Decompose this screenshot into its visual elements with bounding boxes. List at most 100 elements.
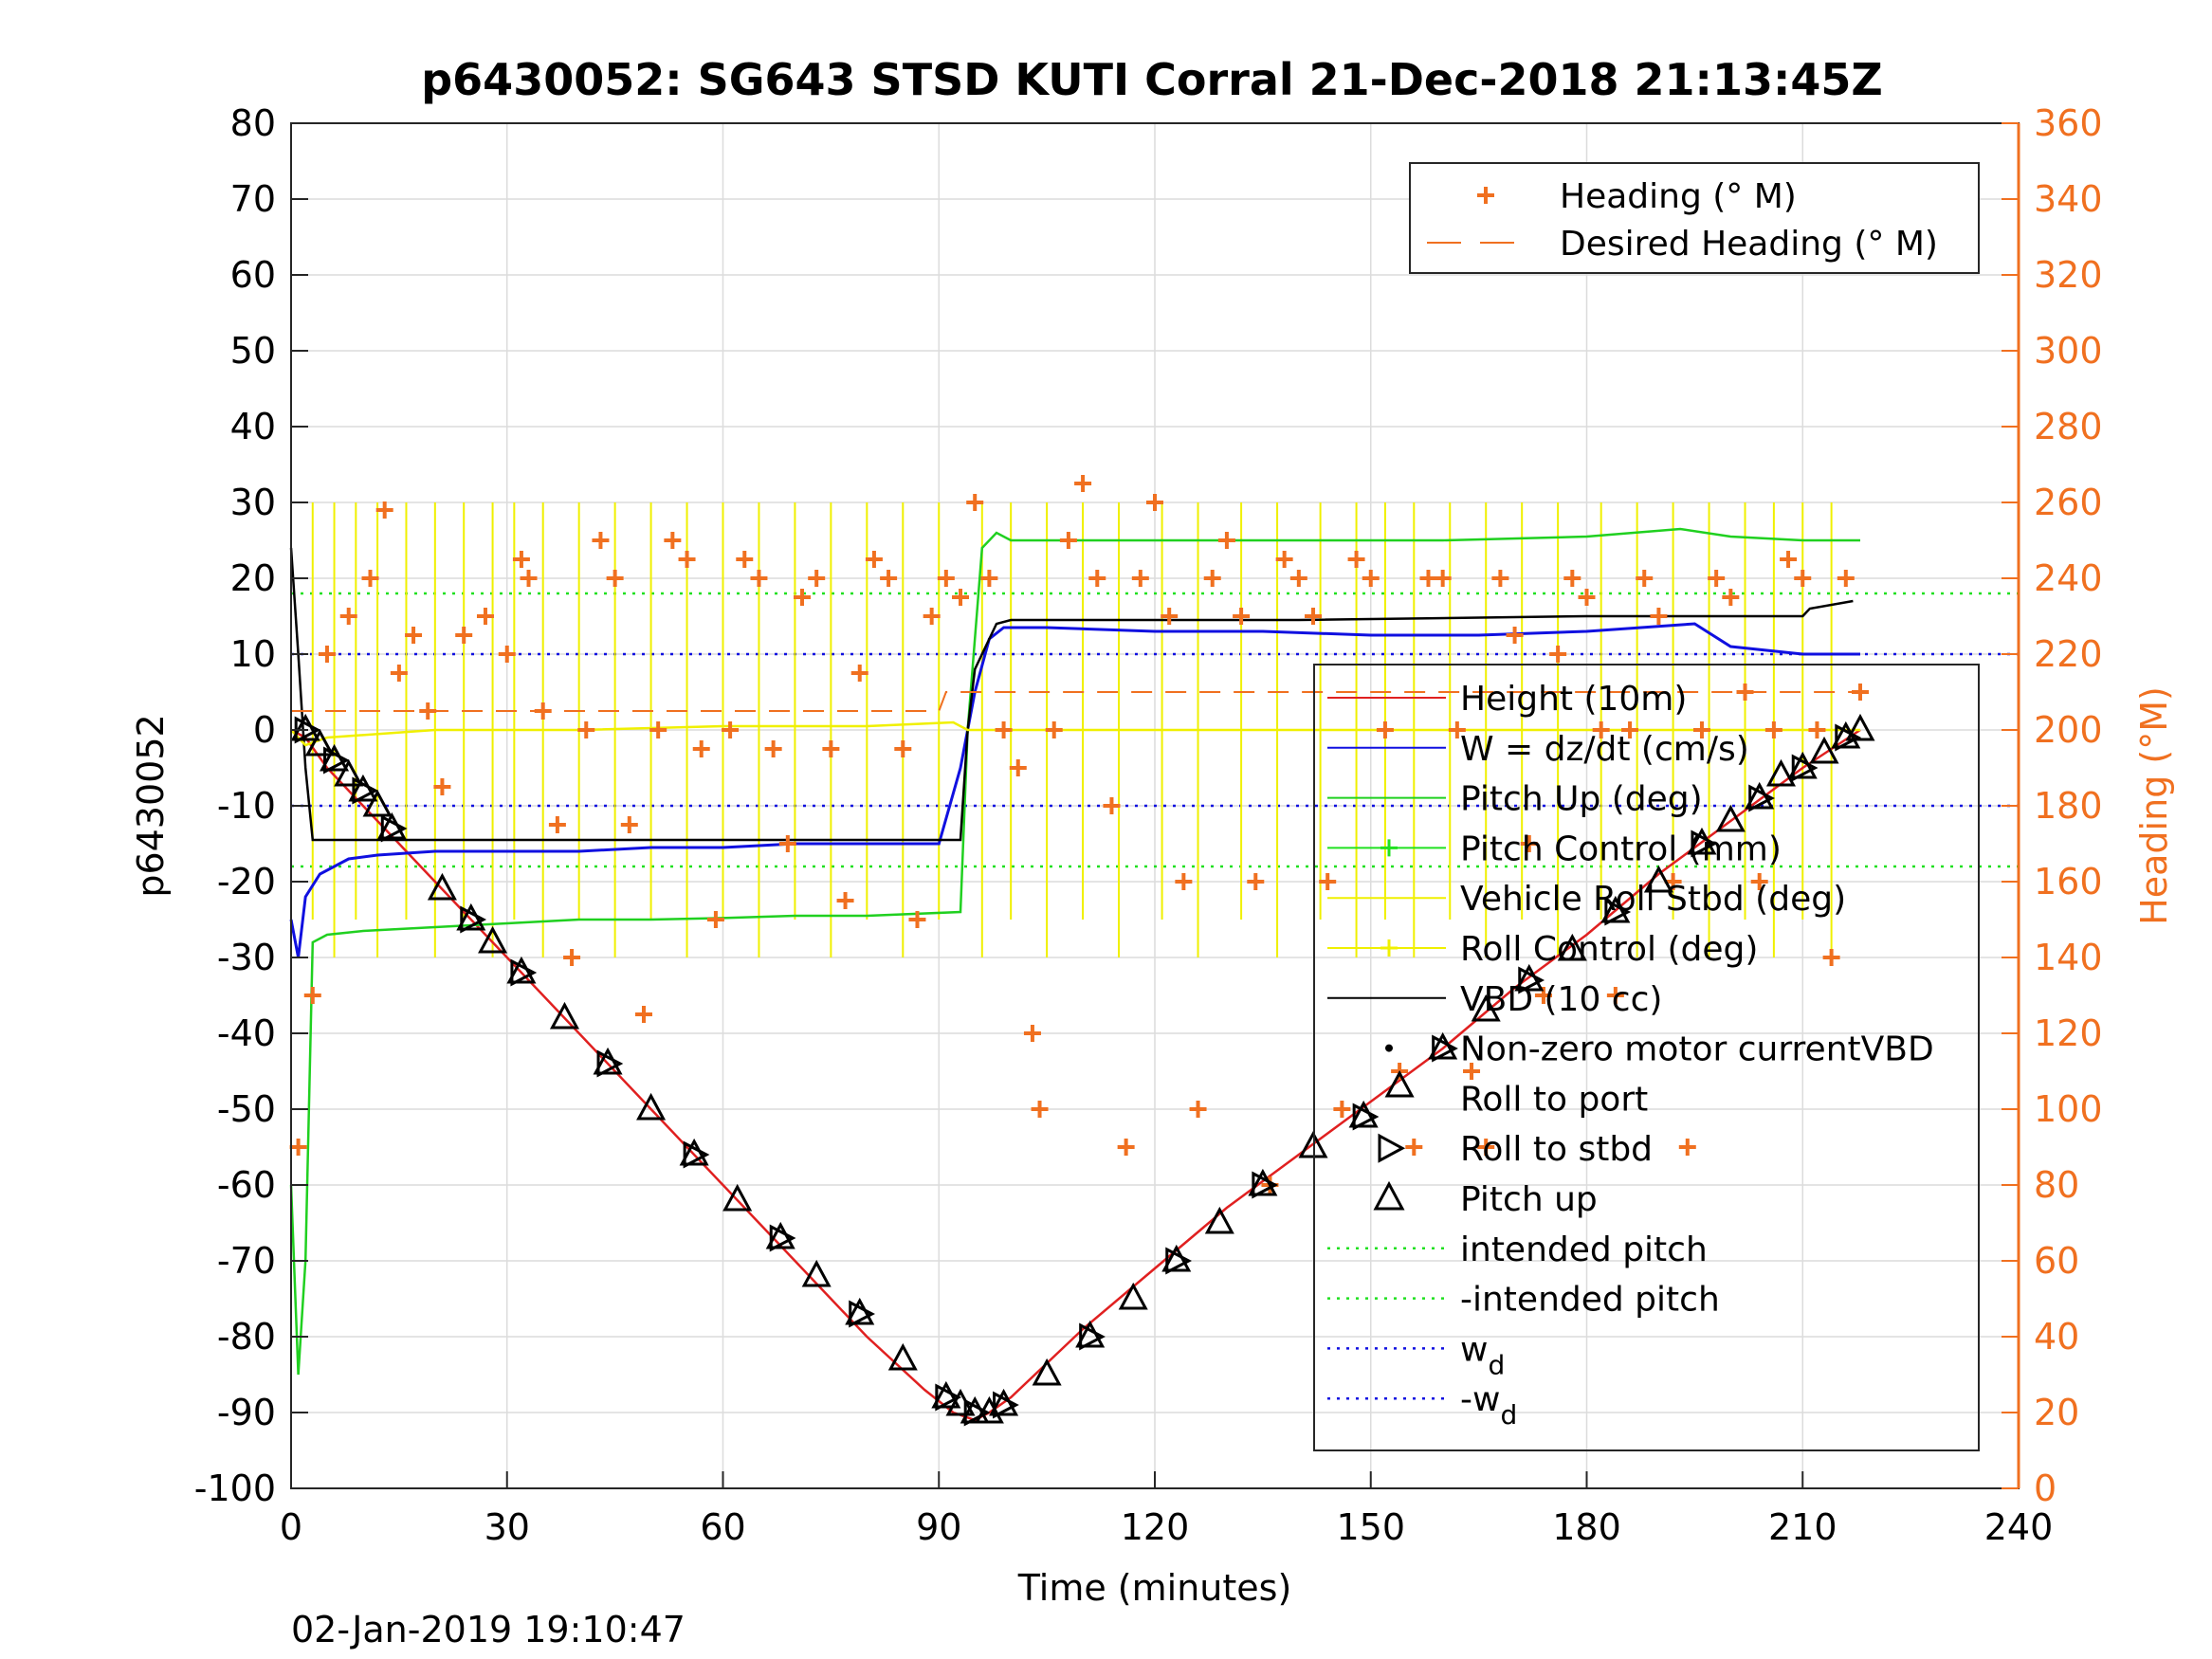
x-tick-label: 180 bbox=[1552, 1506, 1621, 1548]
pitch-up-marker bbox=[1471, 994, 1501, 1022]
legend-main-box bbox=[1313, 664, 1980, 1451]
y-tick-label: -100 bbox=[194, 1468, 276, 1509]
heading-point bbox=[1009, 759, 1027, 776]
pitch-up-marker bbox=[1032, 1358, 1062, 1386]
heading-point bbox=[1650, 608, 1668, 625]
desired-heading-line bbox=[291, 691, 1860, 712]
timestamp: 02-Jan-2019 19:10:47 bbox=[291, 1609, 686, 1650]
heading-point bbox=[750, 570, 768, 587]
pitch-up-marker bbox=[1204, 1206, 1234, 1234]
heading-point bbox=[1808, 721, 1826, 738]
series-line bbox=[289, 547, 1854, 842]
y2-tick-label: 100 bbox=[2034, 1088, 2103, 1130]
legend-label: VBD (10 cc) bbox=[1460, 980, 1662, 1019]
legend-swatch-marker bbox=[1380, 939, 1398, 957]
legend-swatch bbox=[1477, 187, 1494, 204]
heading-point bbox=[1463, 1063, 1481, 1080]
heading-point bbox=[1822, 949, 1840, 966]
y2-tick-label: 340 bbox=[2034, 178, 2103, 220]
x-tick-label: 150 bbox=[1336, 1506, 1405, 1548]
pitch-up-marker bbox=[801, 1259, 832, 1287]
legend-label: Non-zero motor currentVBD bbox=[1460, 1030, 1934, 1069]
heading-point bbox=[966, 494, 984, 511]
roll-stbd-marker bbox=[1518, 966, 1545, 994]
y2-tick-label: 160 bbox=[2034, 861, 2103, 902]
heading-point bbox=[894, 740, 912, 757]
heading-point bbox=[1837, 570, 1855, 587]
roll-stbd-marker bbox=[683, 1140, 710, 1169]
y-tick-label: 10 bbox=[230, 633, 276, 675]
heading-point bbox=[1764, 721, 1782, 738]
heading-point bbox=[1203, 570, 1221, 587]
roll-stbd-marker bbox=[352, 776, 379, 805]
heading-point bbox=[375, 501, 393, 519]
heading-point bbox=[1031, 1101, 1049, 1118]
heading-series bbox=[289, 475, 1869, 1194]
legend-swatch bbox=[1373, 1180, 1405, 1211]
heading-point bbox=[664, 532, 682, 549]
y2-tick-label: 120 bbox=[2034, 1012, 2103, 1054]
y-tick-label: -60 bbox=[217, 1164, 276, 1206]
roll-stbd-marker bbox=[323, 746, 350, 775]
roll-stbd-marker bbox=[963, 1398, 991, 1427]
y-tick-label: -40 bbox=[217, 1012, 276, 1054]
y-tick-label: 40 bbox=[230, 406, 276, 447]
heading-point bbox=[1636, 570, 1654, 587]
heading-point bbox=[1750, 873, 1768, 890]
pitch-up-marker bbox=[1715, 804, 1746, 832]
pitch-up-marker bbox=[722, 1183, 753, 1212]
roll-stbd-marker bbox=[460, 905, 487, 934]
heading-point bbox=[1780, 551, 1798, 568]
y2-tick-label: 280 bbox=[2034, 406, 2103, 447]
heading-point bbox=[850, 665, 868, 682]
heading-point bbox=[736, 551, 754, 568]
heading-point bbox=[908, 911, 926, 928]
legend-heading-box bbox=[1409, 162, 1980, 274]
heading-point bbox=[577, 721, 595, 738]
legend-label: Desired Heading (° M) bbox=[1560, 225, 1938, 264]
heading-point bbox=[1405, 1139, 1423, 1156]
legend-swatch bbox=[1385, 1044, 1393, 1052]
heading-point bbox=[520, 570, 538, 587]
heading-point bbox=[764, 740, 782, 757]
y-tick-label: -70 bbox=[217, 1240, 276, 1282]
y-tick-label: -80 bbox=[217, 1316, 276, 1358]
x-axis: 0 30 60 90 120 150 180 210 240 bbox=[280, 1471, 2053, 1548]
heading-point bbox=[678, 551, 696, 568]
pitch-up-marker bbox=[1643, 865, 1673, 893]
heading-point bbox=[476, 608, 494, 625]
reference-lines bbox=[291, 592, 2019, 868]
heading-point bbox=[1434, 570, 1452, 587]
heading-point bbox=[1592, 721, 1610, 738]
heading-point bbox=[649, 721, 667, 738]
roll-stbd-marker bbox=[1432, 1034, 1458, 1063]
y-tick-label: -90 bbox=[217, 1392, 276, 1433]
heading-point bbox=[1722, 589, 1740, 606]
y-tick-label: 70 bbox=[230, 178, 276, 220]
heading-point bbox=[1175, 873, 1193, 890]
heading-point bbox=[1333, 1101, 1351, 1118]
heading-point bbox=[1347, 551, 1365, 568]
y2-tick-label: 20 bbox=[2034, 1392, 2079, 1433]
legend-label: Pitch Control (mm) bbox=[1460, 830, 1782, 868]
x-tick-label: 60 bbox=[700, 1506, 745, 1548]
pitch-up-marker bbox=[334, 758, 364, 787]
heading-point bbox=[1578, 589, 1596, 606]
legend-label: -intended pitch bbox=[1460, 1281, 1720, 1320]
y2-tick-label: 80 bbox=[2034, 1164, 2079, 1206]
y2-tick-label: 220 bbox=[2034, 633, 2103, 675]
legend-label: Roll to stbd bbox=[1460, 1130, 1653, 1169]
y2-tick-label: 40 bbox=[2034, 1316, 2079, 1358]
heading-point bbox=[952, 589, 970, 606]
roll-stbd-marker bbox=[1352, 1103, 1380, 1131]
heading-point bbox=[592, 532, 610, 549]
heading-point bbox=[1549, 646, 1567, 663]
legend-label: Pitch up bbox=[1460, 1180, 1598, 1219]
heading-point bbox=[405, 627, 423, 644]
heading-point bbox=[808, 570, 826, 587]
heading-point bbox=[1289, 570, 1307, 587]
y-tick-label: 20 bbox=[230, 557, 276, 599]
y2-tick-label: 320 bbox=[2034, 254, 2103, 296]
heading-point bbox=[1362, 570, 1380, 587]
